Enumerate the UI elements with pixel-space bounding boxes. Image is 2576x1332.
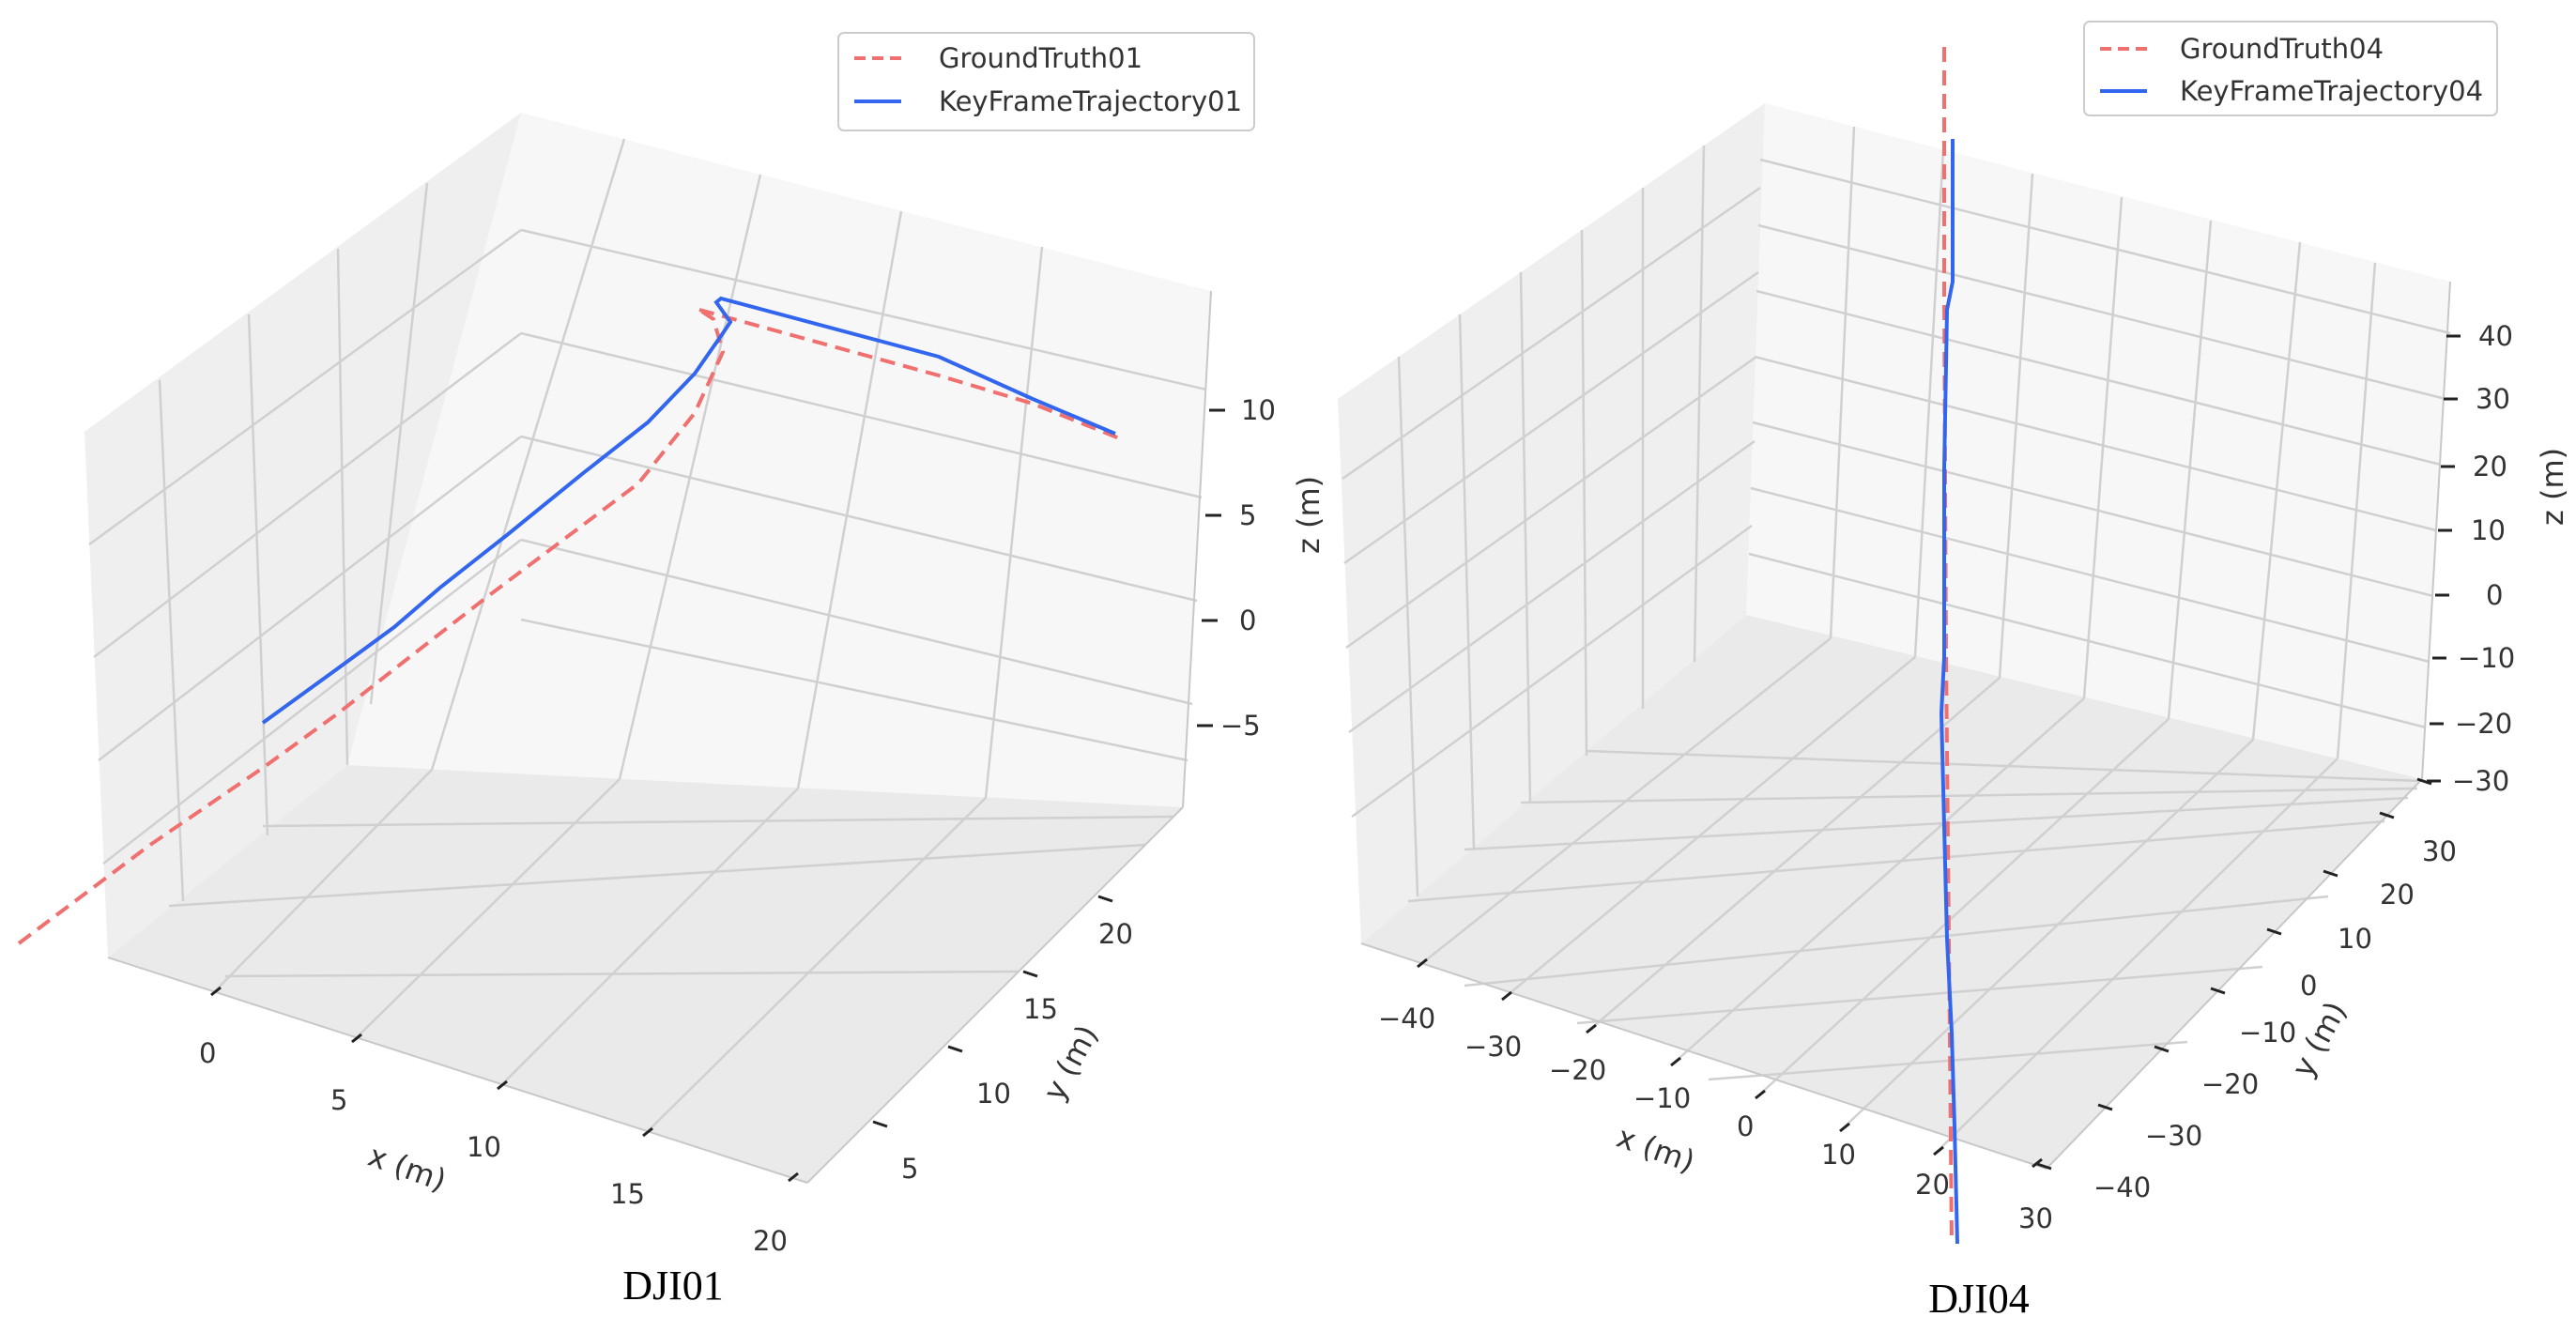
panel-caption: DJI01 [622,1263,724,1309]
z-axis-label: z (m) [1291,476,1326,554]
x-axis-label: x (m) [363,1138,451,1199]
x-tick-label: 0 [1737,1110,1754,1142]
legend-label: GroundTruth01 [939,42,1142,74]
y-tick-label: 10 [2338,923,2372,955]
legend-label: KeyFrameTrajectory01 [939,85,1242,117]
x-tick-label: 0 [199,1037,216,1069]
x-tick-label: −30 [1464,1031,1522,1063]
z-tick-label: 20 [2473,451,2507,482]
z-axis-label: z (m) [2535,448,2570,526]
back-pane [347,113,1211,807]
x-tick-label: 10 [467,1131,501,1163]
x-tick-label: 20 [1915,1169,1950,1201]
z-tick-label: 5 [1239,499,1256,531]
grid-left [88,182,522,902]
chart-dji01: 0 5 10 15 20 x (m) 5 10 15 20 y (m) −5 0 [17,32,1326,1309]
x-ticks: 0 5 10 15 20 [199,986,799,1257]
grid-back [1748,126,2451,759]
x-tick-label: −10 [1633,1082,1691,1114]
y-axis-label: y (m) [1036,1019,1106,1107]
series-keyframetrajectory01 [261,296,1116,725]
chart-dji04: −40 −30 −20 −10 0 10 20 30 x (m) −40 −30… [1338,21,2570,1322]
z-tick-label: −10 [2458,642,2515,674]
legend: GroundTruth01 KeyFrameTrajectory01 [837,32,1255,131]
z-tick-label: −5 [1220,710,1261,742]
y-tick-label: −10 [2239,1017,2296,1049]
y-tick-label: 20 [2380,879,2415,911]
x-ticks: −40 −30 −20 −10 0 10 20 30 [1378,957,2053,1234]
legend: GroundTruth04 KeyFrameTrajectory04 [2083,21,2498,116]
z-tick-label: 0 [1239,605,1256,636]
y-tick-label: 5 [901,1153,918,1185]
x-tick-label: 15 [610,1178,645,1210]
y-tick-label: −30 [2145,1120,2202,1152]
y-tick-label: 0 [2300,970,2317,1002]
y-tick-label: −40 [2093,1171,2151,1203]
y-tick-label: −20 [2201,1068,2259,1100]
series-keyframetrajectory04 [1939,139,1959,1245]
back-pane [1746,103,2450,779]
series-groundtruth01-b [698,308,1123,441]
grid-floor [1407,637,2423,1156]
z-tick-label: 0 [2486,579,2503,611]
y-tick-label: 20 [1098,918,1133,950]
z-tick-label: 10 [1241,394,1276,426]
legend-label: KeyFrameTrajectory04 [2180,75,2483,107]
z-tick-label: −30 [2452,765,2509,797]
z-tick-label: −20 [2455,708,2512,740]
x-axis-label: x (m) [1612,1119,1699,1180]
grid-floor [168,769,1174,1137]
legend-label: GroundTruth04 [2180,33,2384,65]
z-tick-label: 40 [2478,320,2513,352]
x-tick-label: −40 [1378,1003,1435,1034]
y-ticks: −40 −30 −20 −10 0 10 20 30 [2036,777,2457,1203]
grid-left [1342,145,1761,897]
x-tick-label: 30 [2018,1202,2053,1234]
x-tick-label: 20 [753,1225,788,1257]
y-ticks: 5 10 15 20 [872,895,1133,1185]
y-tick-label: 10 [976,1078,1011,1110]
z-ticks: −30 −20 −10 0 10 20 30 40 [2427,320,2515,797]
z-ticks: −5 0 5 10 [1197,394,1276,742]
z-tick-label: 10 [2471,514,2506,546]
left-pane [1338,103,1765,943]
panel-caption: DJI04 [1928,1276,2030,1322]
y-tick-label: 15 [1023,993,1058,1025]
grid-back [430,138,1207,799]
x-tick-label: 10 [1821,1139,1856,1171]
series-groundtruth04 [1942,47,1954,1245]
x-tick-label: −20 [1549,1054,1606,1086]
z-tick-label: 30 [2476,383,2510,415]
y-tick-label: 30 [2422,835,2457,867]
x-tick-label: 5 [330,1084,347,1116]
